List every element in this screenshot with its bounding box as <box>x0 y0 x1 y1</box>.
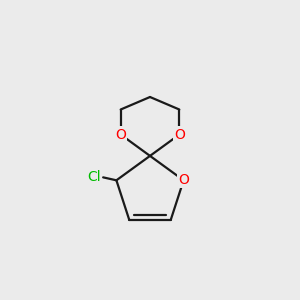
Text: O: O <box>178 173 189 187</box>
Text: O: O <box>174 128 185 142</box>
Text: O: O <box>115 128 126 142</box>
Text: Cl: Cl <box>88 170 101 184</box>
